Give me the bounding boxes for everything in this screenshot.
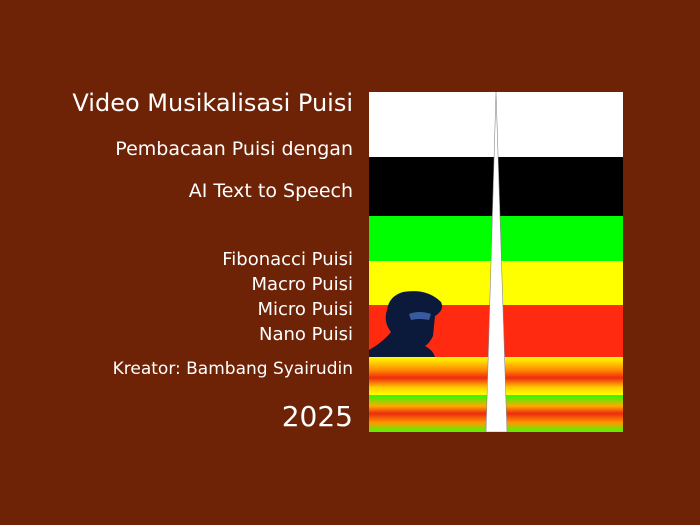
creator: Kreator: Bambang Syairudin bbox=[112, 359, 353, 379]
white-wedge bbox=[485, 92, 508, 432]
form-micro: Micro Puisi bbox=[257, 299, 354, 320]
title: Video Musikalisasi Puisi bbox=[72, 89, 353, 117]
year: 2025 bbox=[281, 400, 353, 433]
person-silhouette-icon bbox=[369, 291, 443, 357]
subtitle-line-1: Pembacaan Puisi dengan bbox=[115, 138, 353, 160]
form-nano: Nano Puisi bbox=[259, 324, 353, 345]
subtitle-line-2: AI Text to Speech bbox=[188, 180, 353, 202]
striped-artwork bbox=[369, 92, 623, 432]
form-macro: Macro Puisi bbox=[251, 274, 353, 295]
form-fibonacci: Fibonacci Puisi bbox=[222, 249, 353, 270]
